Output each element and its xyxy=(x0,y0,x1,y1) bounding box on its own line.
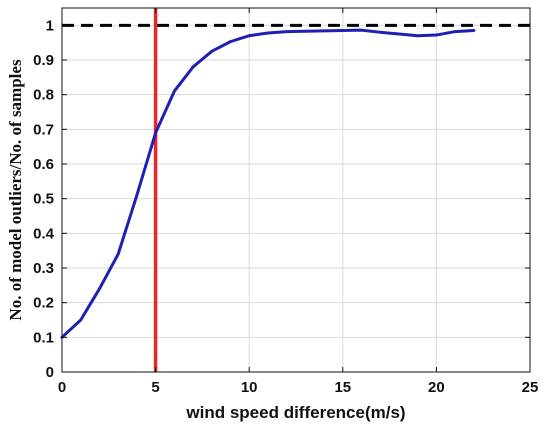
grid xyxy=(61,8,531,373)
y-tick-label: 0 xyxy=(46,364,54,381)
x-tick-label: 10 xyxy=(241,379,258,396)
series-line xyxy=(60,28,476,339)
y-tick-label: 0.8 xyxy=(33,87,54,104)
y-axis-label: No. of model outliers/No. of samples xyxy=(6,59,25,321)
x-tick-label: 5 xyxy=(151,379,159,396)
x-tick-label: 15 xyxy=(334,379,351,396)
reference-lines xyxy=(62,8,530,372)
y-tick-label: 0.5 xyxy=(33,191,54,208)
y-tick-label: 0.4 xyxy=(33,225,55,242)
y-tick-label: 0.2 xyxy=(33,295,54,312)
y-tick-label: 0.9 xyxy=(33,52,54,69)
data-series xyxy=(60,28,476,339)
y-tick-label: 0.6 xyxy=(33,156,54,173)
plot-frame xyxy=(61,7,531,373)
x-tick-label: 0 xyxy=(58,379,66,396)
y-tick-label: 0.7 xyxy=(33,121,54,138)
x-tick-label: 25 xyxy=(522,379,539,396)
x-axis-ticks: 0 5 10 15 20 25 xyxy=(58,8,539,396)
y-tick-label: 0.3 xyxy=(33,260,54,277)
y-axis-ticks: 0 0.1 0.2 0.3 0.4 0.5 0.6 0.7 0.8 0.9 1 xyxy=(33,17,530,381)
x-axis-label: wind speed difference(m/s) xyxy=(185,403,405,422)
x-tick-label: 20 xyxy=(428,379,445,396)
y-tick-label: 0.1 xyxy=(33,329,54,346)
y-tick-label: 1 xyxy=(46,17,54,34)
